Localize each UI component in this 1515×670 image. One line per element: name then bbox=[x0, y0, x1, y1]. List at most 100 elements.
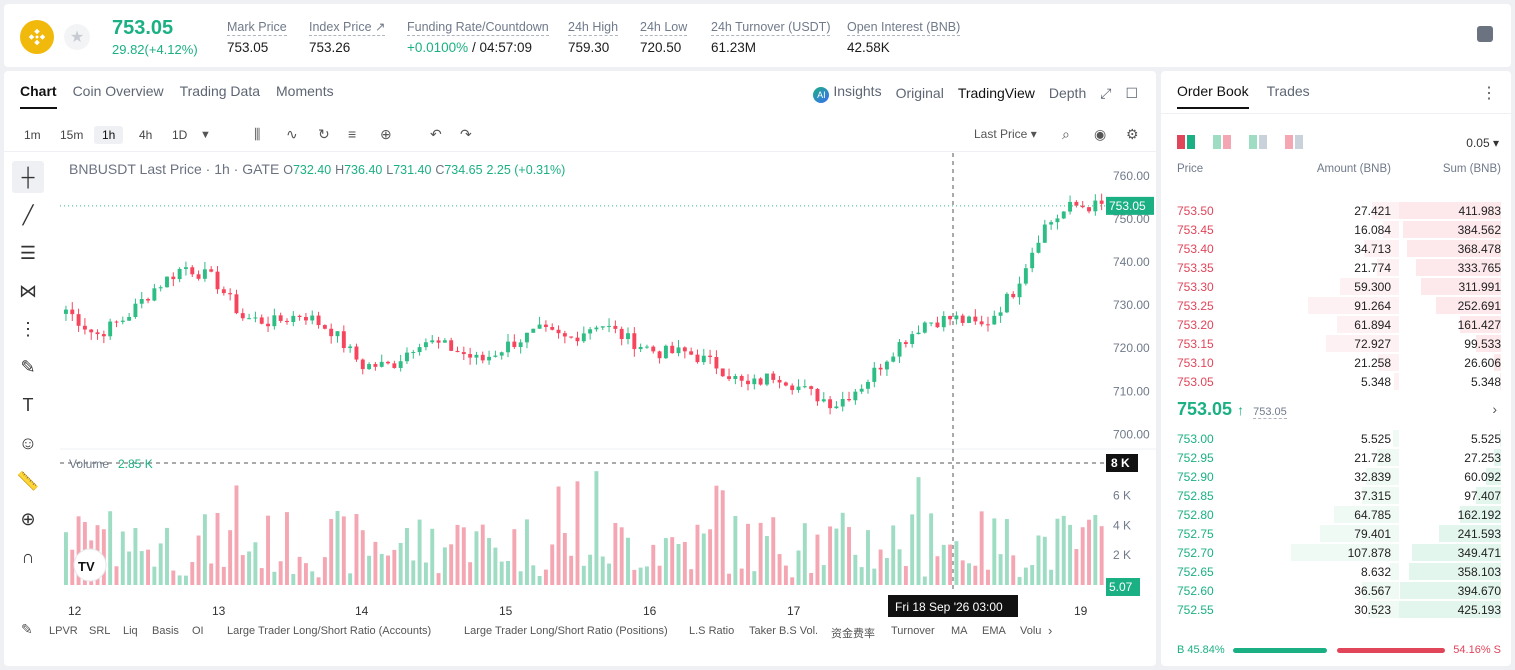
indicator-bar: ✎ LPVR SRL Liq Basis OI Large Trader Lon… bbox=[4, 619, 1156, 643]
tab-depth[interactable]: Depth bbox=[1048, 85, 1087, 101]
magnet-icon[interactable]: ∩ bbox=[21, 546, 35, 567]
ask-row[interactable]: 753.15 72.927 99.533 bbox=[1161, 334, 1511, 353]
ask-row[interactable]: 753.05 5.348 5.348 bbox=[1161, 372, 1511, 391]
bid-row[interactable]: 752.55 30.523 425.193 bbox=[1161, 600, 1511, 619]
ask-row[interactable]: 753.40 34.713 368.478 bbox=[1161, 239, 1511, 258]
indicator-taker-vol[interactable]: Taker B.S Vol. bbox=[749, 625, 819, 637]
bid-row[interactable]: 752.80 64.785 162.192 bbox=[1161, 505, 1511, 524]
timeframe-15m[interactable]: 15m bbox=[60, 128, 84, 142]
indicator-ema[interactable]: EMA bbox=[982, 625, 1006, 637]
refresh-icon[interactable]: ↻ bbox=[318, 126, 330, 142]
bid-row[interactable]: 752.70 107.878 349.471 bbox=[1161, 543, 1511, 562]
timeframe-4h[interactable]: 4h bbox=[139, 128, 153, 142]
bid-row[interactable]: 752.60 36.567 394.670 bbox=[1161, 581, 1511, 600]
zoom-in-icon[interactable]: ⊕ bbox=[20, 508, 36, 529]
fib-icon[interactable]: ⋮ bbox=[19, 318, 37, 339]
tab-coin-overview[interactable]: Coin Overview bbox=[72, 83, 164, 99]
bid-row[interactable]: 752.85 37.315 97.407 bbox=[1161, 486, 1511, 505]
indicator-liq[interactable]: Liq bbox=[123, 625, 138, 637]
stat-label[interactable]: Mark Price bbox=[227, 20, 287, 36]
tab-trading-data[interactable]: Trading Data bbox=[179, 83, 261, 99]
precision-select[interactable]: 0.05 ▾ bbox=[1466, 136, 1499, 150]
trend-line-icon[interactable]: ╱ bbox=[22, 204, 34, 225]
bid-ask-mode-icon[interactable] bbox=[1213, 135, 1231, 149]
tab-moments[interactable]: Moments bbox=[276, 83, 334, 99]
pencil-icon[interactable]: ✎ bbox=[21, 621, 33, 637]
volume-bar bbox=[468, 562, 473, 585]
indicator-lpvr[interactable]: LPVR bbox=[49, 625, 78, 637]
both-sides-mode-icon[interactable] bbox=[1177, 135, 1195, 149]
candle-body bbox=[70, 309, 75, 315]
ask-row[interactable]: 753.30 59.300 311.991 bbox=[1161, 277, 1511, 296]
camera-icon[interactable]: ◉ bbox=[1094, 126, 1107, 142]
price-type-select[interactable]: Last Price ▾ bbox=[974, 127, 1037, 141]
undo-icon[interactable]: ↶ bbox=[430, 126, 442, 142]
search-icon[interactable]: ⌕ bbox=[1062, 126, 1070, 142]
add-indicator-icon[interactable]: ⊕ bbox=[380, 126, 392, 142]
brush-icon[interactable]: ✎ bbox=[20, 356, 36, 377]
settings-gear-icon[interactable]: ⚙ bbox=[1126, 126, 1139, 142]
asks-only-mode-icon[interactable] bbox=[1285, 135, 1303, 149]
candlestick-chart[interactable]: 760.00 750.00 740.00 730.00 720.00 710.00 700.… bbox=[60, 153, 1156, 666]
stat-label[interactable]: Open Interest (BNB) bbox=[847, 20, 961, 36]
ask-row[interactable]: 753.20 61.894 161.427 bbox=[1161, 315, 1511, 334]
horizontal-lines-icon[interactable]: ☰ bbox=[19, 242, 37, 263]
tab-insights[interactable]: AI Insights bbox=[813, 83, 882, 103]
tab-trades[interactable]: Trades bbox=[1266, 83, 1310, 99]
ask-row[interactable]: 753.10 21.258 26.606 bbox=[1161, 353, 1511, 372]
pattern-icon[interactable]: ⋈ bbox=[19, 280, 37, 301]
scroll-right-icon[interactable]: › bbox=[1048, 623, 1053, 638]
bid-row[interactable]: 753.00 5.525 5.525 bbox=[1161, 429, 1511, 448]
expand-icon[interactable]: ⤢ bbox=[1100, 84, 1112, 101]
bid-row[interactable]: 752.90 32.839 60.092 bbox=[1161, 467, 1511, 486]
stat-label[interactable]: 24h Turnover (USDT) bbox=[711, 20, 831, 36]
templates-icon[interactable]: ≡ bbox=[348, 126, 357, 142]
book-icon[interactable] bbox=[1477, 26, 1493, 42]
tab-original[interactable]: Original bbox=[895, 85, 944, 101]
ask-row[interactable]: 753.45 16.084 384.562 bbox=[1161, 220, 1511, 239]
crosshair-icon[interactable]: ┼ bbox=[12, 161, 44, 193]
redo-icon[interactable]: ↷ bbox=[460, 126, 472, 142]
indicator-large-trader-accounts[interactable]: Large Trader Long/Short Ratio (Accounts) bbox=[227, 625, 432, 637]
indicator-turnover[interactable]: Turnover bbox=[891, 625, 935, 637]
bid-row[interactable]: 752.95 21.728 27.253 bbox=[1161, 448, 1511, 467]
tab-chart[interactable]: Chart bbox=[20, 83, 57, 109]
chart-canvas[interactable]: 760.00 750.00 740.00 730.00 720.00 710.00 700.… bbox=[60, 153, 1156, 623]
stat-label[interactable]: 24h Low bbox=[640, 20, 688, 36]
indicator-srl[interactable]: SRL bbox=[89, 625, 111, 637]
mid-ref-price[interactable]: 753.05 bbox=[1253, 406, 1287, 419]
ask-row[interactable]: 753.50 27.421 411.983 bbox=[1161, 201, 1511, 220]
bid-row[interactable]: 752.65 8.632 358.103 bbox=[1161, 562, 1511, 581]
ask-row[interactable]: 753.25 91.264 252.691 bbox=[1161, 296, 1511, 315]
ruler-icon[interactable]: 📏 bbox=[16, 470, 40, 491]
stat-label[interactable]: 24h High bbox=[568, 20, 619, 36]
indicator-basis[interactable]: Basis bbox=[152, 625, 179, 637]
ask-row[interactable]: 753.35 21.774 333.765 bbox=[1161, 258, 1511, 277]
tab-order-book[interactable]: Order Book bbox=[1177, 83, 1249, 109]
bids-only-mode-icon[interactable] bbox=[1249, 135, 1267, 149]
timeframe-dropdown-icon[interactable]: ▼ bbox=[200, 129, 211, 141]
more-options-icon[interactable]: ⋮ bbox=[1481, 85, 1497, 102]
timeframe-1m[interactable]: 1m bbox=[24, 128, 41, 142]
chevron-right-icon[interactable]: › bbox=[1492, 401, 1497, 417]
timeframe-1d[interactable]: 1D bbox=[172, 128, 188, 142]
stat-label[interactable]: Funding Rate/Countdown bbox=[407, 20, 549, 36]
indicators-icon[interactable]: ∿ bbox=[286, 126, 298, 142]
bid-row[interactable]: 752.75 79.401 241.593 bbox=[1161, 524, 1511, 543]
indicator-ma[interactable]: MA bbox=[951, 625, 968, 637]
indicator-volume[interactable]: Volu bbox=[1020, 625, 1042, 637]
indicator-oi[interactable]: OI bbox=[192, 625, 204, 637]
window-icon[interactable]: ☐ bbox=[1125, 84, 1138, 101]
tab-tradingview[interactable]: TradingView bbox=[957, 85, 1035, 101]
stat-label[interactable]: Index Price ↗ bbox=[309, 20, 386, 36]
candle-body bbox=[569, 336, 574, 338]
text-tool-icon[interactable]: T bbox=[22, 394, 34, 415]
indicator-funding-rate[interactable]: 资金费率 bbox=[831, 628, 875, 640]
favorite-star-icon[interactable]: ★ bbox=[64, 24, 90, 50]
volume-bar bbox=[1061, 515, 1066, 585]
candle-type-icon[interactable]: ⫼ bbox=[254, 126, 261, 142]
indicator-ls-ratio[interactable]: L.S Ratio bbox=[689, 625, 735, 637]
emoji-icon[interactable]: ☺ bbox=[18, 432, 38, 453]
indicator-large-trader-positions[interactable]: Large Trader Long/Short Ratio (Positions… bbox=[464, 625, 668, 637]
timeframe-1h[interactable]: 1h bbox=[94, 126, 124, 144]
